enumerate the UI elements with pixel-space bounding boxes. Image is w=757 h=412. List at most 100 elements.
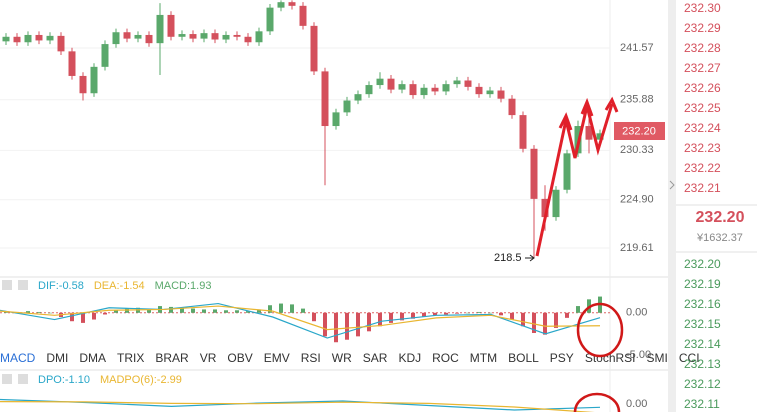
macd-bar <box>532 312 536 333</box>
indicator-tab[interactable]: DMI <box>46 351 68 365</box>
macd-bar <box>202 309 206 313</box>
candle-body <box>409 84 417 96</box>
candle-body <box>376 78 384 86</box>
last-price-cny: ¥1632.37 <box>696 232 743 244</box>
macd-bar <box>70 312 74 322</box>
macd-bar <box>334 312 338 343</box>
macd-bar <box>576 306 580 313</box>
indicator-tab[interactable]: EMV <box>264 351 290 365</box>
macd-bar <box>378 312 382 327</box>
macd-bar <box>26 311 30 313</box>
indicator-tab[interactable]: BRAR <box>155 351 189 365</box>
macd-bar <box>213 309 217 313</box>
candle-body <box>244 36 252 43</box>
candle-body <box>310 25 318 72</box>
candle-body <box>178 34 186 37</box>
indicator-tab[interactable]: KDJ <box>398 351 421 365</box>
indicator-tab[interactable]: DMA <box>79 351 106 365</box>
indicator-tab[interactable]: PSY <box>550 351 574 365</box>
macd-bar <box>356 312 360 337</box>
macd-bar <box>433 312 437 316</box>
ask-price: 232.30 <box>684 1 721 15</box>
macd-bar <box>565 312 569 318</box>
macd-bar <box>81 312 85 323</box>
indicator-tab[interactable]: CCI <box>679 351 700 365</box>
macd-bar <box>103 312 107 315</box>
close-icon[interactable] <box>18 374 28 384</box>
y-tick-label: 230.33 <box>620 144 654 156</box>
y-tick-label: 0.00 <box>626 398 647 410</box>
macd-bar <box>147 308 151 313</box>
candle-body <box>90 66 98 94</box>
dea-line <box>0 305 601 331</box>
candle-body <box>398 84 406 90</box>
candle-body <box>299 5 307 26</box>
y-tick-label: 235.88 <box>620 94 654 106</box>
indicator-tab[interactable]: TRIX <box>117 351 144 365</box>
indicator-tab[interactable]: MACD <box>0 351 36 365</box>
indicator-tab[interactable]: WR <box>332 351 352 365</box>
candle-body <box>211 33 219 40</box>
macd-bar <box>554 312 558 328</box>
candle-body <box>552 189 560 218</box>
bid-price: 232.12 <box>684 377 721 391</box>
indicator-label: MACD:1.93 <box>155 280 212 292</box>
collapse-arrow[interactable] <box>669 180 675 190</box>
ask-price: 232.24 <box>684 121 721 135</box>
ask-price: 232.23 <box>684 141 721 155</box>
macd-bar <box>191 308 195 313</box>
macd-bar <box>92 312 96 320</box>
candle-body <box>13 36 21 43</box>
candle-body <box>420 87 428 96</box>
indicator-tab[interactable]: SMI <box>647 351 668 365</box>
candle-body <box>79 75 87 94</box>
settings-icon[interactable] <box>2 374 12 384</box>
candle-body <box>123 32 131 39</box>
indicator-tab[interactable]: SAR <box>363 351 388 365</box>
candle-body <box>35 34 43 41</box>
macd-bar <box>422 312 426 318</box>
candle-body <box>596 133 604 140</box>
candle-body <box>145 34 153 44</box>
macd-bar <box>367 312 371 332</box>
settings-icon[interactable] <box>2 280 12 290</box>
candle-body <box>200 33 208 39</box>
indicator-label: MADPO(6):-2.99 <box>100 374 182 386</box>
indicator-tab[interactable]: ROC <box>432 351 459 365</box>
candle-body <box>508 98 516 116</box>
current-price: 232.20 <box>622 125 656 137</box>
candle-body <box>332 112 340 127</box>
macd-bar <box>290 304 294 313</box>
candle-body <box>288 2 296 6</box>
macd-bar <box>411 312 415 319</box>
indicator-tab[interactable]: RSI <box>301 351 321 365</box>
candle-body <box>46 35 54 41</box>
low-pointer <box>525 254 535 262</box>
candle-body <box>431 87 439 92</box>
indicator-tab[interactable]: MTM <box>470 351 497 365</box>
annotation-circle <box>573 392 621 412</box>
indicator-tab[interactable]: VR <box>200 351 217 365</box>
macd-bar <box>521 312 525 327</box>
annotation-circle <box>576 302 624 358</box>
macd-bar <box>499 312 503 316</box>
y-tick-label: 0.00 <box>626 307 647 319</box>
indicator-tab[interactable]: OBV <box>227 351 252 365</box>
macd-bar <box>235 310 239 313</box>
macd-bar <box>466 312 470 314</box>
y-tick-label: 224.90 <box>620 194 654 206</box>
ask-price: 232.21 <box>684 181 721 195</box>
candle-body <box>277 2 285 8</box>
indicator-tab[interactable]: BOLL <box>508 351 539 365</box>
candle-body <box>255 31 263 43</box>
macd-bar <box>312 312 316 322</box>
annotation-arrows <box>535 103 614 257</box>
candle-body <box>486 90 494 95</box>
candle-body <box>453 80 461 85</box>
indicator-label: DEA:-1.54 <box>94 280 145 292</box>
bid-price: 232.15 <box>684 317 721 331</box>
close-icon[interactable] <box>18 280 28 290</box>
candle-body <box>321 71 329 127</box>
macd-bar <box>345 312 349 340</box>
